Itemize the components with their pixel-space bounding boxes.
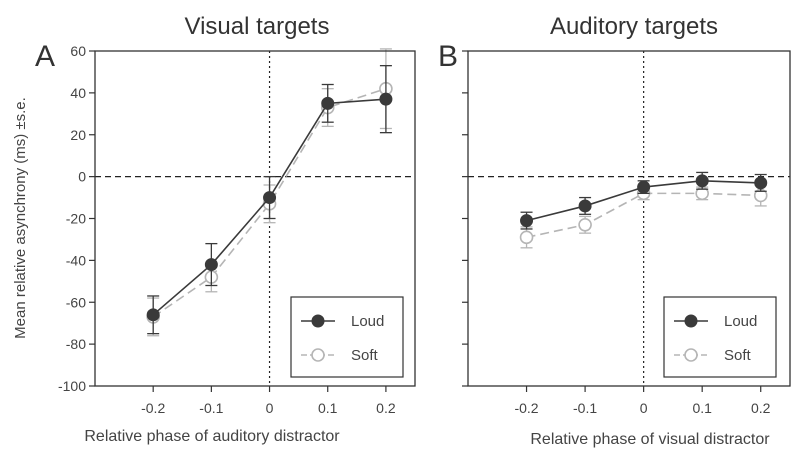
- data-point: [146, 308, 160, 322]
- legend-label: Soft: [724, 347, 752, 364]
- data-point: [519, 230, 534, 245]
- panel-b: Auditory targets B -0.2 -0.1 0 0.1 0.2 Relative…: [438, 13, 791, 448]
- y-tick-label: 20: [70, 127, 86, 143]
- x-tick-label: 0.1: [318, 400, 338, 416]
- legend-box: [290, 296, 404, 378]
- legend-swatch-marker: [311, 348, 325, 362]
- legend-label: Soft: [351, 347, 379, 364]
- series-loud: [146, 65, 393, 335]
- x-tick-label: 0.2: [751, 400, 771, 416]
- data-point: [321, 96, 335, 110]
- legend: Loud Soft: [290, 296, 404, 378]
- y-tick-label: 0: [78, 169, 86, 185]
- legend-box: [663, 296, 777, 378]
- y-tick-label: -60: [66, 294, 86, 310]
- data-point: [578, 199, 592, 213]
- panel-title: Auditory targets: [550, 13, 718, 40]
- y-tick-label: -100: [58, 378, 86, 394]
- data-point: [637, 180, 651, 194]
- y-tick-label: -80: [66, 336, 86, 352]
- x-axis-label: Relative phase of visual distractor: [530, 431, 770, 448]
- panel-letter: A: [35, 40, 55, 73]
- y-tick-label: -40: [66, 252, 86, 268]
- data-point: [578, 217, 592, 232]
- y-axis-label: Mean relative asynchrony (ms) ±s.e.: [12, 97, 29, 339]
- panel-a: Visual targets A -100 -80 -60 -40 -20 0 20 40 60 -0…: [35, 13, 416, 445]
- data-point: [754, 176, 768, 190]
- legend: Loud Soft: [663, 296, 777, 378]
- legend-swatch-marker: [684, 348, 698, 362]
- data-point: [379, 92, 393, 106]
- x-tick-label: -0.2: [141, 400, 165, 416]
- x-tick-label: -0.1: [573, 400, 597, 416]
- legend-swatch-marker: [311, 314, 325, 328]
- x-axis-label: Relative phase of auditory distractor: [84, 428, 340, 445]
- x-tick-label: -0.1: [199, 400, 223, 416]
- plot-frame: [94, 50, 416, 387]
- legend-label: Loud: [351, 313, 384, 330]
- panel-title: Visual targets: [185, 13, 330, 40]
- legend-label: Loud: [724, 313, 757, 330]
- x-tick-label: 0.1: [692, 400, 712, 416]
- x-tick-label: -0.2: [514, 400, 538, 416]
- series-loud: [520, 171, 768, 230]
- x-tick-label: 0.2: [376, 400, 396, 416]
- x-tick-label: 0: [640, 400, 648, 416]
- data-point: [204, 258, 218, 272]
- x-tick-label: 0: [266, 400, 274, 416]
- y-tick-label: 60: [70, 43, 86, 59]
- panel-letter: B: [438, 40, 458, 73]
- legend-swatch-marker: [684, 314, 698, 328]
- data-point: [520, 214, 534, 228]
- data-point: [695, 174, 709, 188]
- data-point: [263, 191, 277, 205]
- plot-frame: [467, 50, 791, 387]
- y-tick-label: -20: [66, 211, 86, 227]
- y-tick-label: 40: [70, 85, 86, 101]
